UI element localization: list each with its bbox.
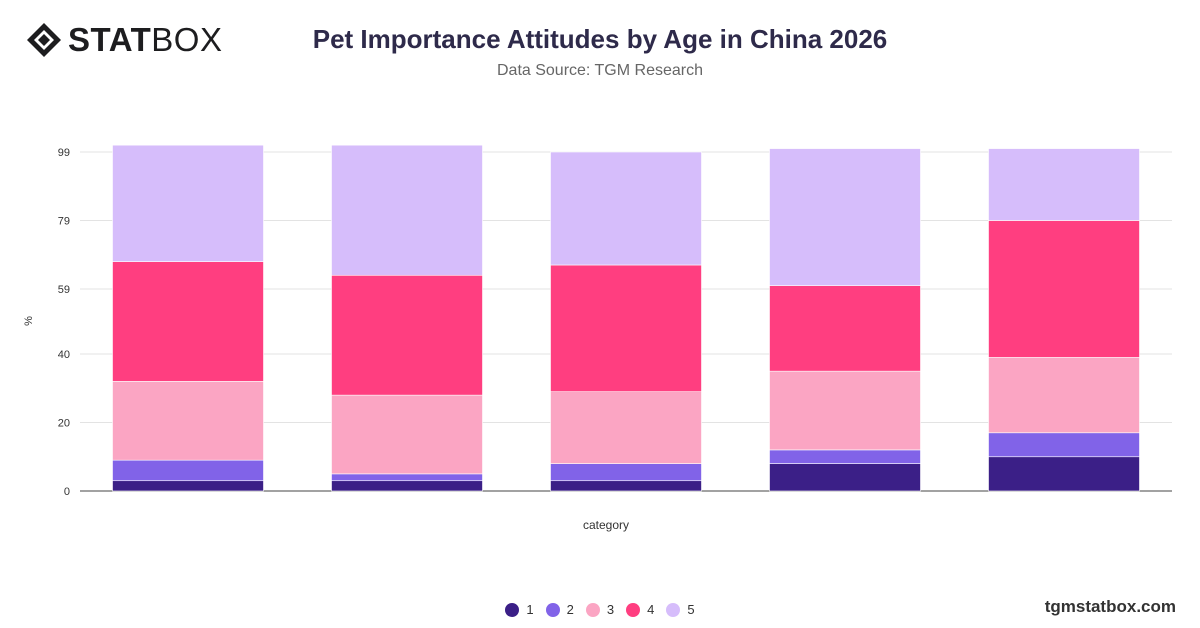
bar-segment (112, 459, 264, 482)
legend-label: 3 (606, 602, 615, 617)
bar-segment (550, 463, 702, 482)
bar-segment (550, 391, 702, 464)
y-tick-label: 59 (58, 284, 70, 296)
bar-segment (331, 144, 483, 276)
brand-url[interactable]: tgmstatbox.com (1044, 597, 1176, 616)
bar-segment (988, 148, 1140, 221)
legend-label: 1 (526, 602, 534, 617)
bar-segment (550, 264, 702, 392)
legend-swatch (626, 602, 641, 617)
bar-segment (112, 381, 264, 461)
bar-segment (769, 370, 921, 451)
legend-label: 5 (687, 602, 695, 617)
legend-swatch (666, 602, 681, 617)
legend-item[interactable]: 5 (666, 602, 695, 617)
bar-segment (331, 394, 483, 475)
bar-segment (331, 473, 483, 482)
bar-segment (550, 480, 702, 492)
y-tick-label: 20 (58, 418, 70, 430)
bar-segment (769, 148, 921, 286)
y-tick-label: 99 (58, 147, 70, 159)
legend-swatch (585, 602, 600, 617)
chart-subtitle: Data Source: TGM Research (496, 62, 703, 79)
logo-text: STATBOX (68, 21, 223, 58)
bar-segment (988, 357, 1140, 434)
legend-item[interactable]: 2 (545, 602, 574, 617)
y-tick-label: 79 (58, 215, 70, 227)
bar-segment (988, 220, 1140, 358)
x-axis-label: category (583, 518, 629, 532)
bar-segment (988, 456, 1140, 492)
bar-segment (112, 144, 264, 262)
legend-item[interactable]: 3 (585, 602, 615, 617)
legend-label: 2 (566, 602, 574, 617)
legend-swatch (545, 602, 560, 617)
bar-segment (112, 261, 264, 382)
statbox-logo-icon (27, 23, 61, 57)
chart-title: Pet Importance Attitudes by Age in China… (312, 24, 888, 54)
bar-segment (988, 432, 1140, 458)
legend-label: 4 (647, 602, 655, 617)
y-axis-label: % (23, 316, 35, 326)
y-tick-label: 0 (64, 486, 70, 498)
bar-segment (331, 480, 483, 492)
legend-item[interactable]: 4 (626, 602, 654, 617)
bar-segment (769, 463, 921, 492)
bar-segment (769, 285, 921, 372)
statbox-logo: STATBOX (26, 22, 222, 58)
legend-swatch (505, 602, 520, 617)
bar-segment (550, 151, 702, 266)
bar-segment (769, 449, 921, 464)
bar-segment (331, 274, 483, 396)
legend-item[interactable]: 1 (505, 602, 534, 617)
chart-legend: 1 2 3 4 5 (0, 602, 1200, 617)
bar-segment (112, 480, 264, 492)
y-tick-label: 40 (58, 349, 70, 361)
